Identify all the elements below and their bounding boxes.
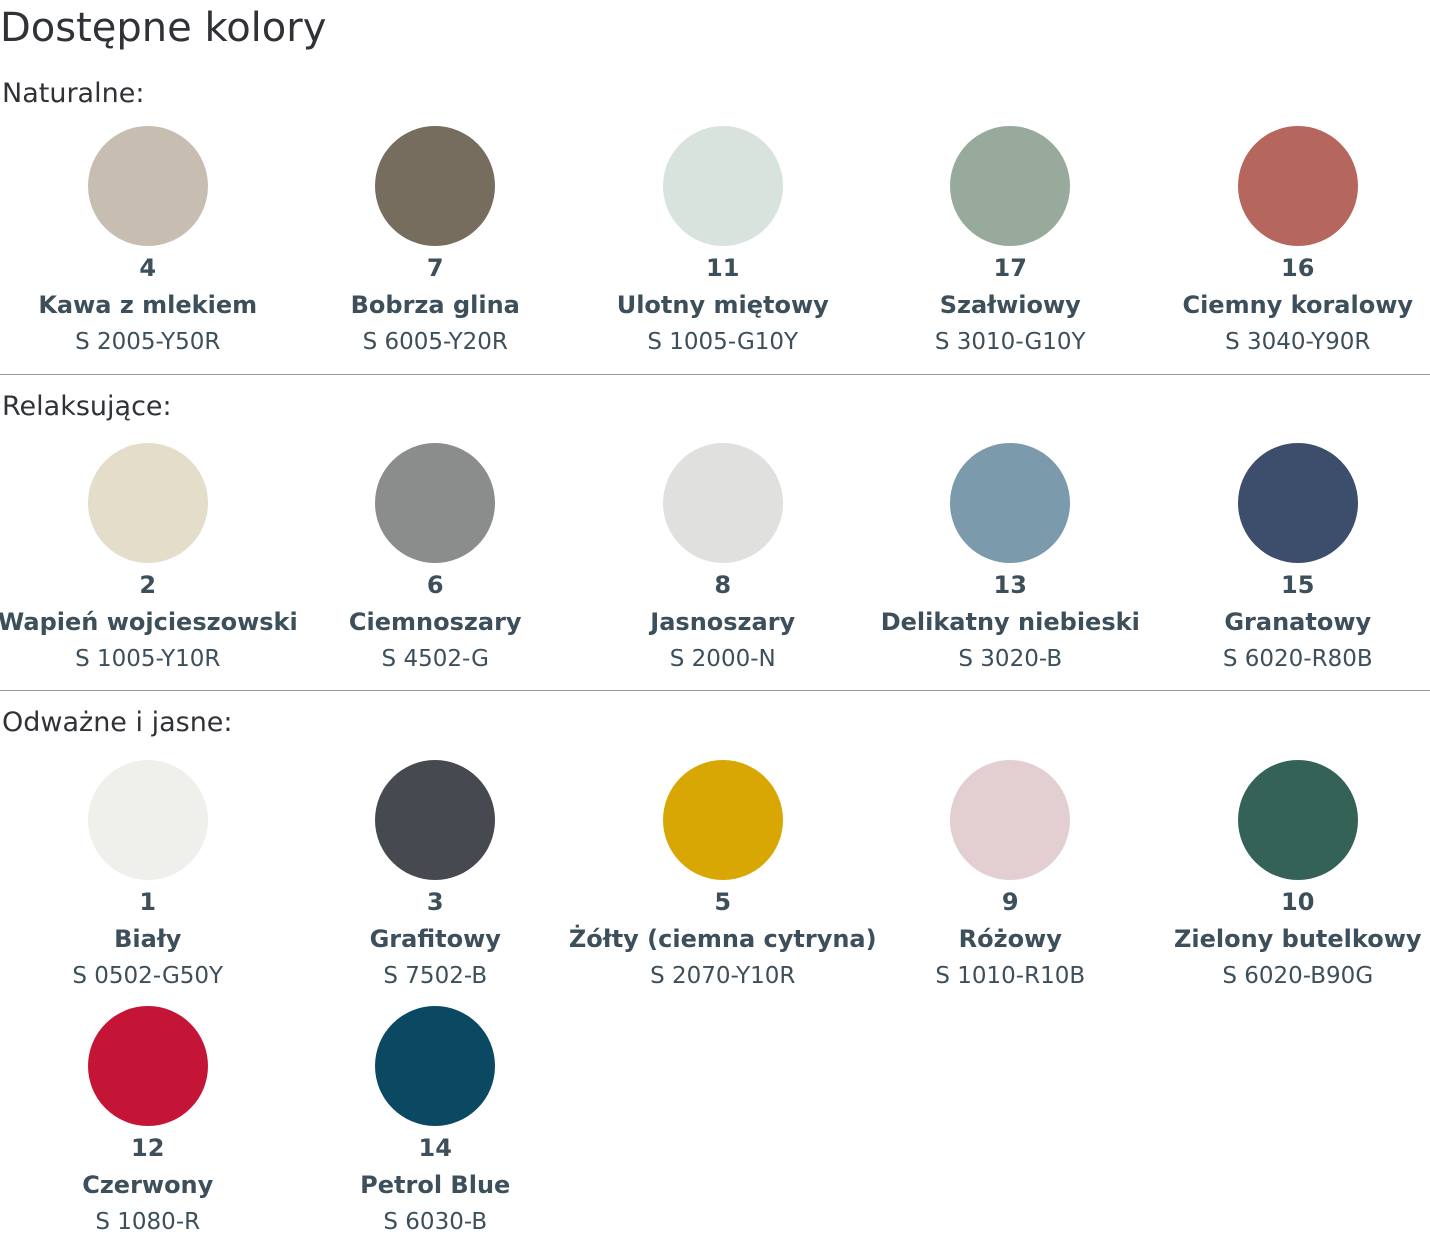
- section-odwazne-i-jasne: Odważne i jasne: 1 Biały S 0502-G50Y 3 Grafi…: [0, 705, 1430, 1252]
- color-swatch-item: 11 Ulotny miętowy S 1005-G10Y: [579, 126, 867, 372]
- color-number: 4: [139, 254, 157, 282]
- color-code: S 1080-R: [95, 1209, 201, 1235]
- color-swatch-item: 16 Ciemny koralowy S 3040-Y90R: [1154, 126, 1430, 372]
- color-swatch-item: 12 Czerwony S 1080-R: [4, 1006, 292, 1252]
- color-code: S 6030-B: [383, 1209, 488, 1235]
- divider: [0, 374, 1430, 375]
- color-swatch-item: 1 Biały S 0502-G50Y: [4, 760, 292, 1006]
- color-circle: [375, 126, 496, 246]
- color-grid: 4 Kawa z mlekiem S 2005-Y50R 7 Bobrza glina S…: [4, 126, 1430, 372]
- section-relaksujace: Relaksujące: 2 Wapień wojcieszowski S 1005…: [0, 389, 1430, 689]
- color-circle: [375, 760, 496, 880]
- color-number: 10: [1281, 888, 1315, 916]
- section-title: Odważne i jasne:: [2, 707, 233, 738]
- color-code: S 1005-Y10R: [75, 646, 221, 672]
- color-number: 16: [1281, 254, 1315, 282]
- color-name: Różowy: [958, 925, 1062, 953]
- color-name: Grafitowy: [369, 925, 501, 953]
- color-code: S 1010-R10B: [935, 963, 1086, 989]
- color-code: S 0502-G50Y: [72, 963, 224, 989]
- color-swatch-item: 3 Grafitowy S 7502-B: [292, 760, 580, 1006]
- color-swatch-item: 13 Delikatny niebieski S 3020-B: [867, 443, 1155, 689]
- color-circle: [375, 443, 496, 563]
- color-circle: [950, 126, 1071, 246]
- color-number: 15: [1281, 571, 1315, 599]
- color-circle: [1237, 443, 1358, 563]
- color-code: S 3040-Y90R: [1225, 329, 1371, 355]
- color-number: 5: [714, 888, 732, 916]
- color-number: 9: [1001, 888, 1019, 916]
- color-code: S 3020-B: [958, 646, 1063, 672]
- color-swatch-item: 7 Bobrza glina S 6005-Y20R: [292, 126, 580, 372]
- color-name: Wapień wojcieszowski: [0, 608, 298, 636]
- color-name: Zielony butelkowy: [1173, 925, 1422, 953]
- color-number: 12: [131, 1134, 165, 1162]
- color-circle: [662, 760, 783, 880]
- color-code: S 7502-B: [383, 963, 488, 989]
- color-code: S 4502-G: [381, 646, 489, 672]
- color-circle: [87, 1006, 208, 1126]
- color-grid: 2 Wapień wojcieszowski S 1005-Y10R 6 Ciemnos…: [0, 443, 1430, 689]
- section-naturalne: Naturalne: 4 Kawa z mlekiem S 2005-Y50R 7 Bo…: [0, 76, 1430, 372]
- color-name: Czerwony: [82, 1171, 214, 1199]
- color-swatch-item: 9 Różowy S 1010-R10B: [867, 760, 1155, 1006]
- color-number: 11: [706, 254, 740, 282]
- color-name: Ulotny miętowy: [616, 291, 829, 319]
- color-swatch-item: 10 Zielony butelkowy S 6020-B90G: [1154, 760, 1430, 1006]
- color-circle: [662, 126, 783, 246]
- color-name: Ciemnoszary: [348, 608, 522, 636]
- color-name: Żółty (ciemna cytryna): [568, 925, 877, 953]
- color-number: 2: [139, 571, 157, 599]
- color-number: 6: [426, 571, 444, 599]
- color-swatch-item: 15 Granatowy S 6020-R80B: [1154, 443, 1430, 689]
- color-code: S 6020-R80B: [1222, 646, 1373, 672]
- color-name: Granatowy: [1224, 608, 1372, 636]
- color-name: Jasnoszary: [650, 608, 796, 636]
- color-code: S 2070-Y10R: [650, 963, 796, 989]
- color-name: Kawa z mlekiem: [38, 291, 258, 319]
- divider: [0, 690, 1430, 691]
- color-code: S 2005-Y50R: [75, 329, 221, 355]
- color-number: 7: [426, 254, 444, 282]
- color-circle: [375, 1006, 496, 1126]
- color-name: Petrol Blue: [360, 1171, 511, 1199]
- color-code: S 6020-B90G: [1222, 963, 1374, 989]
- color-circle: [950, 760, 1071, 880]
- color-swatch-item: 17 Szałwiowy S 3010-G10Y: [867, 126, 1155, 372]
- color-number: 17: [993, 254, 1027, 282]
- color-grid: 1 Biały S 0502-G50Y 3 Grafitowy S 7502-B 5 Żółt…: [4, 760, 1430, 1252]
- color-name: Biały: [114, 925, 182, 953]
- color-circle: [950, 443, 1071, 563]
- color-swatch-item: 8 Jasnoszary S 2000-N: [579, 443, 867, 689]
- color-number: 3: [426, 888, 444, 916]
- color-circle: [87, 126, 208, 246]
- color-name: Bobrza glina: [350, 291, 520, 319]
- color-circle: [662, 443, 783, 563]
- color-number: 8: [714, 571, 732, 599]
- section-title: Relaksujące:: [2, 391, 172, 422]
- color-circle: [87, 443, 208, 563]
- color-code: S 2000-N: [669, 646, 776, 672]
- color-number: 1: [139, 888, 157, 916]
- color-name: Delikatny niebieski: [880, 608, 1140, 636]
- color-number: 13: [993, 571, 1027, 599]
- color-name: Szałwiowy: [939, 291, 1081, 319]
- color-circle: [1237, 126, 1358, 246]
- color-swatch-item: 2 Wapień wojcieszowski S 1005-Y10R: [0, 443, 298, 689]
- color-circle: [87, 760, 208, 880]
- section-title: Naturalne:: [2, 78, 145, 109]
- color-code: S 6005-Y20R: [362, 329, 508, 355]
- color-swatch-item: 5 Żółty (ciemna cytryna) S 2070-Y10R: [569, 760, 877, 1006]
- color-name: Ciemny koralowy: [1182, 291, 1414, 319]
- color-swatch-item: 4 Kawa z mlekiem S 2005-Y50R: [4, 126, 292, 372]
- color-code: S 3010-G10Y: [934, 329, 1086, 355]
- color-circle: [1237, 760, 1358, 880]
- color-number: 14: [418, 1134, 452, 1162]
- color-code: S 1005-G10Y: [647, 329, 799, 355]
- color-swatch-item: 6 Ciemnoszary S 4502-G: [292, 443, 580, 689]
- color-swatch-item: 14 Petrol Blue S 6030-B: [292, 1006, 580, 1252]
- page-title: Dostępne kolory: [0, 5, 327, 51]
